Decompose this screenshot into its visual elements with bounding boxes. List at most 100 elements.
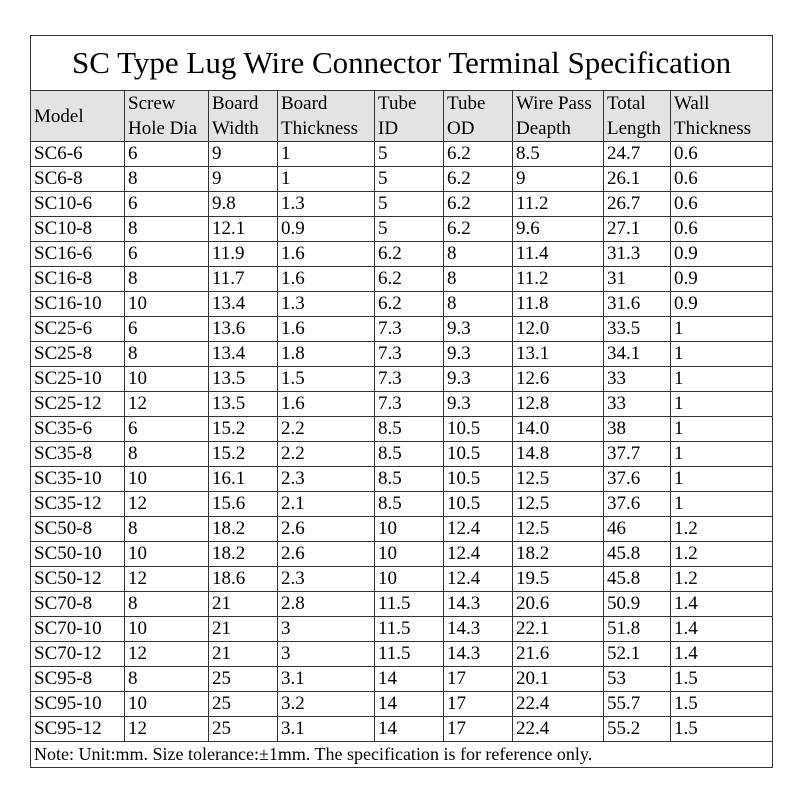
cell: 52.1 bbox=[603, 641, 671, 667]
cell: 1.6 bbox=[277, 241, 375, 267]
data-row: SC95-10 10 25 3.2 14 17 22.4 55.7 1.5 bbox=[30, 691, 774, 717]
cell: 12 bbox=[124, 566, 209, 592]
cell: 11.5 bbox=[374, 616, 444, 642]
cell: 12.4 bbox=[443, 516, 513, 542]
data-row: SC10-6 6 9.8 1.3 5 6.2 11.2 26.7 0.6 bbox=[30, 191, 774, 217]
header-text: OD bbox=[447, 118, 475, 139]
cell: 14.3 bbox=[443, 641, 513, 667]
cell: 2.8 bbox=[277, 591, 375, 617]
cell: 21 bbox=[208, 591, 278, 617]
cell: 3.2 bbox=[277, 691, 375, 717]
header-text: Length bbox=[607, 118, 661, 139]
cell: 10 bbox=[374, 566, 444, 592]
cell: 11.5 bbox=[374, 641, 444, 667]
cell: 12 bbox=[124, 716, 209, 742]
cell: 10 bbox=[124, 366, 209, 392]
cell: SC50-10 bbox=[30, 541, 125, 567]
header-cell: Board Width bbox=[208, 90, 278, 142]
cell: SC10-6 bbox=[30, 191, 125, 217]
header-text: Thickness bbox=[674, 118, 752, 139]
cell: 2.1 bbox=[277, 491, 375, 517]
cell: 6.2 bbox=[443, 216, 513, 242]
cell: 12.5 bbox=[512, 466, 604, 492]
cell: 6.2 bbox=[374, 291, 444, 317]
spec-table: SC Type Lug Wire Connector Terminal Spec… bbox=[29, 35, 774, 768]
cell: 38 bbox=[603, 416, 671, 442]
cell: 37.7 bbox=[603, 441, 671, 467]
cell: 8 bbox=[124, 591, 209, 617]
cell: 8 bbox=[124, 266, 209, 292]
cell: 1.2 bbox=[669, 516, 774, 542]
cell: 0.9 bbox=[277, 216, 375, 242]
cell: 2.6 bbox=[277, 541, 375, 567]
header-cell: Wall Thickness bbox=[669, 90, 774, 142]
cell: 2.2 bbox=[277, 441, 375, 467]
cell: 8.5 bbox=[374, 466, 444, 492]
data-row: SC35-12 12 15.6 2.1 8.5 10.5 12.5 37.6 1 bbox=[30, 491, 774, 517]
cell: 5 bbox=[374, 141, 444, 167]
cell: 12 bbox=[124, 491, 209, 517]
header-text: Board bbox=[281, 93, 328, 114]
cell: 46 bbox=[603, 516, 671, 542]
cell: 6 bbox=[124, 141, 209, 167]
cell: 8.5 bbox=[374, 416, 444, 442]
cell: 10 bbox=[124, 291, 209, 317]
cell: 8.5 bbox=[512, 141, 604, 167]
cell: 2.6 bbox=[277, 516, 375, 542]
data-row: SC70-10 10 21 3 11.5 14.3 22.1 51.8 1.4 bbox=[30, 616, 774, 642]
header-cell: Wire Pass Deapth bbox=[512, 90, 604, 142]
header-text: Deapth bbox=[516, 118, 571, 139]
data-row: SC95-12 12 25 3.1 14 17 22.4 55.2 1.5 bbox=[30, 716, 774, 742]
cell: 7.3 bbox=[374, 341, 444, 367]
cell: 25 bbox=[208, 691, 278, 717]
cell: 13.6 bbox=[208, 316, 278, 342]
cell: 1 bbox=[669, 366, 774, 392]
cell: 33.5 bbox=[603, 316, 671, 342]
cell: 20.6 bbox=[512, 591, 604, 617]
cell: 1 bbox=[669, 391, 774, 417]
header-cell: Tube OD bbox=[443, 90, 513, 142]
cell: 53 bbox=[603, 666, 671, 692]
cell: 20.1 bbox=[512, 666, 604, 692]
cell: SC10-8 bbox=[30, 216, 125, 242]
cell: 2.3 bbox=[277, 566, 375, 592]
cell: 19.5 bbox=[512, 566, 604, 592]
cell: 9.6 bbox=[512, 216, 604, 242]
cell: 12 bbox=[124, 641, 209, 667]
cell: 9.3 bbox=[443, 341, 513, 367]
cell: 8 bbox=[443, 241, 513, 267]
cell: 21 bbox=[208, 641, 278, 667]
cell: 8 bbox=[124, 516, 209, 542]
header-cell: Model bbox=[30, 90, 125, 142]
cell: 55.2 bbox=[603, 716, 671, 742]
cell: 27.1 bbox=[603, 216, 671, 242]
cell: 9.8 bbox=[208, 191, 278, 217]
header-text: Tube bbox=[447, 93, 486, 114]
data-row: SC35-10 10 16.1 2.3 8.5 10.5 12.5 37.6 1 bbox=[30, 466, 774, 492]
cell: 22.4 bbox=[512, 716, 604, 742]
cell: 9.3 bbox=[443, 366, 513, 392]
cell: 8 bbox=[124, 666, 209, 692]
header-text: Hole Dia bbox=[128, 118, 198, 139]
data-row: SC50-12 12 18.6 2.3 10 12.4 19.5 45.8 1.2 bbox=[30, 566, 774, 592]
cell: 1.6 bbox=[277, 391, 375, 417]
cell: 12.5 bbox=[512, 491, 604, 517]
cell: 7.3 bbox=[374, 391, 444, 417]
cell: 1.5 bbox=[669, 716, 774, 742]
cell: SC25-6 bbox=[30, 316, 125, 342]
cell: 1.2 bbox=[669, 566, 774, 592]
cell: 22.4 bbox=[512, 691, 604, 717]
cell: 1.6 bbox=[277, 266, 375, 292]
cell: 6.2 bbox=[374, 266, 444, 292]
cell: 6 bbox=[124, 191, 209, 217]
cell: 1.4 bbox=[669, 591, 774, 617]
cell: SC16-10 bbox=[30, 291, 125, 317]
cell: 33 bbox=[603, 391, 671, 417]
cell: 1.3 bbox=[277, 191, 375, 217]
cell: 24.7 bbox=[603, 141, 671, 167]
cell: 0.9 bbox=[669, 291, 774, 317]
cell: 5 bbox=[374, 166, 444, 192]
cell: 2.3 bbox=[277, 466, 375, 492]
cell: 6 bbox=[124, 241, 209, 267]
cell: SC16-6 bbox=[30, 241, 125, 267]
